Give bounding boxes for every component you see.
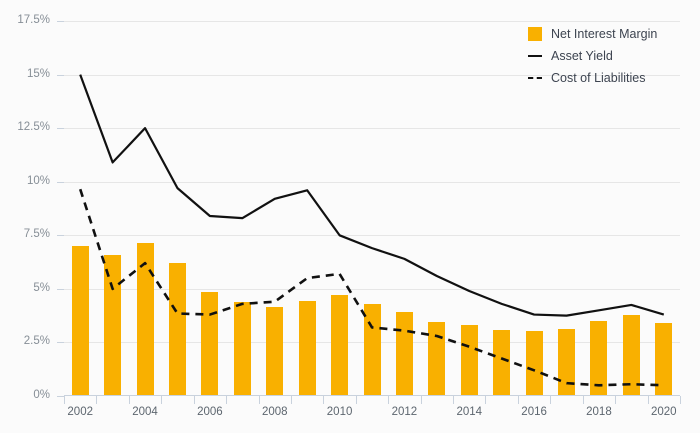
x-axis-tick-label: 2008 <box>261 406 288 418</box>
x-axis-tick-mark <box>258 396 260 404</box>
x-axis-tick-mark <box>550 396 552 404</box>
legend-line-icon <box>528 55 542 57</box>
bar[interactable] <box>428 322 446 396</box>
gridline <box>64 128 680 130</box>
bar[interactable] <box>655 323 673 396</box>
bar[interactable] <box>622 314 640 396</box>
bar[interactable] <box>558 328 576 396</box>
bar[interactable] <box>298 300 316 396</box>
x-axis-tick-mark <box>420 396 422 404</box>
y-axis-tick-label: 12.5% <box>17 121 50 134</box>
y-axis-tick-mark <box>57 235 64 237</box>
x-axis-tick-mark <box>193 396 195 404</box>
bar[interactable] <box>525 330 543 396</box>
y-axis-tick-mark <box>57 21 64 22</box>
y-axis-tick-label: 17.5% <box>17 14 50 26</box>
bar[interactable] <box>363 303 381 396</box>
bar[interactable] <box>395 312 413 396</box>
legend-item-asset-yield[interactable]: Asset Yield <box>528 46 693 66</box>
x-axis-tick-mark <box>290 396 292 404</box>
x-axis-tick-label: 2012 <box>391 406 418 418</box>
x-axis-tick-mark <box>582 396 584 404</box>
chart-legend: Net Interest Margin Asset Yield Cost of … <box>528 24 693 90</box>
x-axis-tick-mark <box>453 396 455 404</box>
x-axis-tick-label: 2004 <box>132 406 158 418</box>
bar[interactable] <box>168 263 186 396</box>
bar[interactable] <box>460 325 478 396</box>
x-axis-tick-mark <box>517 396 519 404</box>
gridline <box>64 235 680 237</box>
line-asset-yield[interactable] <box>79 74 665 317</box>
bar[interactable] <box>201 292 219 396</box>
x-axis-tick-mark <box>226 396 228 404</box>
legend-dashed-line-icon <box>528 77 542 79</box>
x-axis-tick-mark <box>647 396 649 404</box>
x-axis-tick-mark <box>355 396 357 404</box>
plot-area <box>64 21 680 396</box>
bar[interactable] <box>104 254 122 396</box>
bar[interactable] <box>233 301 251 396</box>
y-axis-tick-label: 2.5% <box>23 335 50 348</box>
x-axis-tick-label: 2002 <box>67 406 93 418</box>
bar[interactable] <box>266 307 284 396</box>
x-axis-tick-mark <box>680 396 681 404</box>
x-axis-baseline <box>64 395 680 396</box>
line-series-group <box>78 74 665 387</box>
y-axis-tick-label: 7.5% <box>23 228 50 241</box>
legend-label: Cost of Liabilities <box>551 70 646 85</box>
legend-square-icon <box>528 27 542 41</box>
bar[interactable] <box>493 329 511 396</box>
x-axis-tick-label: 2010 <box>326 406 353 418</box>
y-axis-tick-label: 10% <box>26 174 50 187</box>
x-axis-tick-mark <box>96 396 98 404</box>
x-axis-tick-mark <box>388 396 390 404</box>
y-axis-tick-label: 0% <box>33 389 50 401</box>
x-axis-tick-mark <box>161 396 163 404</box>
y-axis-tick-mark <box>57 396 64 397</box>
legend-label: Net Interest Margin <box>551 26 658 41</box>
y-axis-tick-mark <box>57 288 64 290</box>
y-axis-tick-mark <box>57 181 64 183</box>
gridline <box>64 288 680 290</box>
bar[interactable] <box>136 242 154 396</box>
x-axis-tick-label: 2020 <box>650 406 677 418</box>
legend-label: Asset Yield <box>551 48 613 63</box>
bar[interactable] <box>71 246 89 396</box>
x-axis-tick-label: 2016 <box>521 406 547 418</box>
y-axis-tick-mark <box>57 128 64 130</box>
y-axis-tick-label: 15% <box>26 67 50 80</box>
legend-item-net-interest-margin[interactable]: Net Interest Margin <box>528 24 693 44</box>
bar[interactable] <box>590 321 608 396</box>
line-cost-of-liabilities[interactable] <box>78 188 664 387</box>
gridline <box>64 21 680 22</box>
x-axis-tick-mark <box>323 396 325 404</box>
x-axis-tick-label: 2018 <box>586 406 612 418</box>
gridline <box>64 181 680 183</box>
legend-item-cost-of-liabilities[interactable]: Cost of Liabilities <box>528 68 693 88</box>
x-axis-tick-mark <box>615 396 617 404</box>
y-axis-tick-label: 5% <box>33 281 50 294</box>
bar[interactable] <box>331 295 349 396</box>
gridline <box>64 74 680 76</box>
x-axis-tick-mark <box>64 396 65 404</box>
y-axis-tick-mark <box>57 74 64 76</box>
x-axis-tick-label: 2006 <box>197 406 223 418</box>
x-axis-tick-mark <box>128 396 130 404</box>
y-axis-tick-mark <box>57 342 64 344</box>
x-axis-tick-label: 2014 <box>456 406 483 418</box>
x-axis-tick-mark <box>485 396 487 404</box>
